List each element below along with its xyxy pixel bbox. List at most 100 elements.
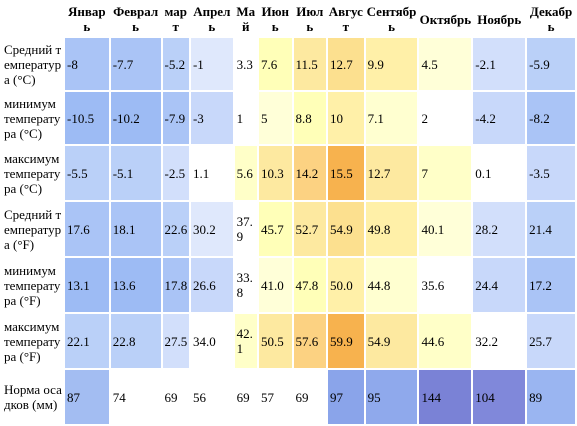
value-cell: 24.4 [473,258,526,312]
table-row: Средний температура (°F) 17.6 18.1 22.6 30.2… [2,202,575,256]
table-row: Средний температура (°C) -8 -7.7 -5.2 -1 3.3 7… [2,38,575,90]
value-cell: 26.6 [190,258,233,312]
value-cell: -1 [190,38,233,90]
value-cell: -5.5 [65,146,109,200]
value-cell: 52.7 [293,202,327,256]
month-header: Июнь [258,2,292,36]
value-cell: 50.5 [258,314,292,368]
value-cell: 69 [293,370,327,424]
row-label: Норма осадков (мм) [2,370,63,424]
value-cell: 57 [258,370,292,424]
value-cell: -5.2 [162,38,189,90]
value-cell: 50.0 [328,258,364,312]
value-cell: 41.0 [258,258,292,312]
month-header: Апрель [190,2,233,36]
value-cell: 37.9 [234,202,257,256]
value-cell: 13.1 [65,258,109,312]
value-cell: 27.5 [162,314,189,368]
value-cell: 3.3 [234,38,257,90]
value-cell: 22.1 [65,314,109,368]
value-cell: 2 [419,92,472,144]
value-cell: 74 [110,370,161,424]
value-cell: 32.2 [473,314,526,368]
row-label: максимум температура (°C) [2,146,63,200]
value-cell: 5 [258,92,292,144]
value-cell: -2.5 [162,146,189,200]
value-cell: 21.4 [527,202,575,256]
row-label: Средний температура (°F) [2,202,63,256]
table-row: минимум температура (°C) -10.5 -10.2 -7.9 -3… [2,92,575,144]
month-header: Май [234,2,257,36]
value-cell: 13.6 [110,258,161,312]
value-cell: 144 [419,370,472,424]
value-cell: 11.5 [293,38,327,90]
value-cell: 69 [162,370,189,424]
month-header: март [162,2,189,36]
value-cell: 22.6 [162,202,189,256]
row-label: Средний температура (°C) [2,38,63,90]
month-header: Январь [65,2,109,36]
row-label: минимум температура (°F) [2,258,63,312]
value-cell: -7.7 [110,38,161,90]
table-row: Норма осадков (мм) 87 74 69 56 69 57 69 97 95 144 1… [2,370,575,424]
value-cell: 5.6 [234,146,257,200]
month-header: Февраль [110,2,161,36]
row-label: максимум температура (°F) [2,314,63,368]
value-cell: 33.8 [234,258,257,312]
value-cell: 10.3 [258,146,292,200]
value-cell: 45.7 [258,202,292,256]
row-label: минимум температура (°C) [2,92,63,144]
value-cell: -10.5 [65,92,109,144]
month-header: Июль [293,2,327,36]
value-cell: 44.8 [365,258,418,312]
month-header: Ноябрь [473,2,526,36]
value-cell: 69 [234,370,257,424]
value-cell: 25.7 [527,314,575,368]
corner-header-cell [2,2,63,36]
value-cell: 0.1 [473,146,526,200]
table-row: максимум температура (°C) -5.5 -5.1 -2.5 1.1… [2,146,575,200]
value-cell: 97 [328,370,364,424]
value-cell: 87 [65,370,109,424]
value-cell: -7.9 [162,92,189,144]
value-cell: 1.1 [190,146,233,200]
value-cell: 7.6 [258,38,292,90]
month-header: Август [328,2,364,36]
value-cell: 12.7 [328,38,364,90]
value-cell: 42.1 [234,314,257,368]
month-header: Сентябрь [365,2,418,36]
value-cell: 89 [527,370,575,424]
value-cell: 15.5 [328,146,364,200]
value-cell: 35.6 [419,258,472,312]
value-cell: 95 [365,370,418,424]
value-cell: 4.5 [419,38,472,90]
value-cell: 44.6 [419,314,472,368]
table-body: Средний температура (°C) -8 -7.7 -5.2 -1 3.3 7… [2,38,575,424]
value-cell: -8.2 [527,92,575,144]
month-header: Декабрь [527,2,575,36]
value-cell: -5.9 [527,38,575,90]
value-cell: 49.8 [365,202,418,256]
value-cell: 17.2 [527,258,575,312]
value-cell: 30.2 [190,202,233,256]
value-cell: -4.2 [473,92,526,144]
value-cell: 18.1 [110,202,161,256]
value-cell: 7.1 [365,92,418,144]
value-cell: -10.2 [110,92,161,144]
value-cell: 34.0 [190,314,233,368]
value-cell: 8.8 [293,92,327,144]
month-header: Октябрь [419,2,472,36]
header-row: Январь Февраль март Апрель Май Июнь Июль… [2,2,575,36]
value-cell: 59.9 [328,314,364,368]
value-cell: 54.9 [365,314,418,368]
value-cell: 47.8 [293,258,327,312]
value-cell: 22.8 [110,314,161,368]
value-cell: 7 [419,146,472,200]
value-cell: 54.9 [328,202,364,256]
value-cell: -3.5 [527,146,575,200]
value-cell: 12.7 [365,146,418,200]
table-row: минимум температура (°F) 13.1 13.6 17.8 26.6… [2,258,575,312]
value-cell: -2.1 [473,38,526,90]
